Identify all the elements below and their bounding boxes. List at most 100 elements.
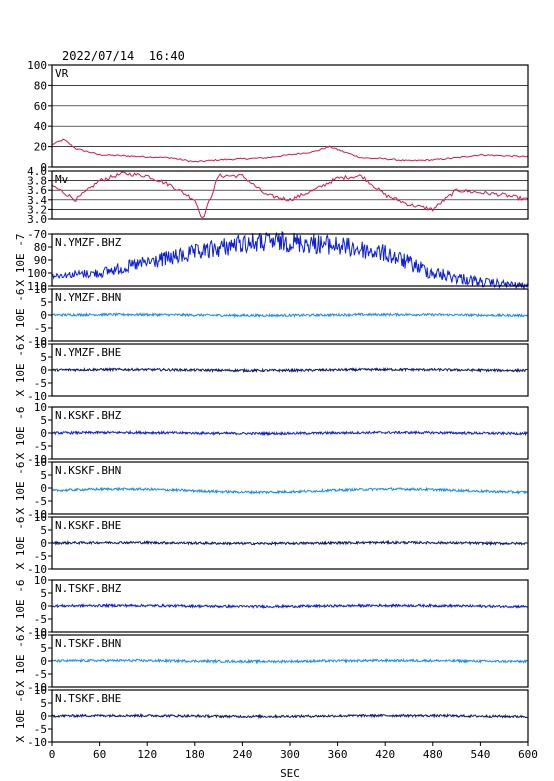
y-tick-label: 5 <box>40 469 47 482</box>
y-tick-label: 3.6 <box>27 184 47 197</box>
y-tick-label: 40 <box>34 120 47 133</box>
channel-label: N.TSKF.BHE <box>55 692 121 705</box>
y-tick-label: -5 <box>34 668 47 681</box>
channel-label: N.YMZF.BHN <box>55 291 121 304</box>
y-tick-label: -10 <box>27 626 47 639</box>
y-tick-label: 10 <box>34 283 47 296</box>
y-tick-label: 10 <box>34 511 47 524</box>
y-tick-label: 80 <box>34 241 47 254</box>
y-tick-label: 5 <box>40 351 47 364</box>
y-tick-label: 0 <box>40 309 47 322</box>
unit-label: X 10E -6 <box>14 344 27 397</box>
x-tick-label: 360 <box>328 748 348 761</box>
trace-n-kskf-bhe <box>51 539 528 547</box>
y-tick-label: 10 <box>34 684 47 697</box>
y-tick-label: -5 <box>34 377 47 390</box>
channel-label: VR <box>55 67 69 80</box>
x-tick-label: 60 <box>93 748 106 761</box>
y-tick-label: 10 <box>34 456 47 469</box>
y-tick-label: 10 <box>34 629 47 642</box>
y-tick-label: 0 <box>40 364 47 377</box>
x-tick-label: 420 <box>375 748 395 761</box>
y-tick-label: -5 <box>34 440 47 453</box>
y-tick-label: -5 <box>34 613 47 626</box>
y-tick-label: -5 <box>34 723 47 736</box>
panel-frame <box>51 64 529 168</box>
y-tick-label: 0 <box>40 710 47 723</box>
unit-label: X 10E -6 <box>14 289 27 342</box>
y-tick-label: 3.4 <box>27 194 47 207</box>
y-tick-label: -10 <box>27 453 47 466</box>
y-tick-label: 4.0 <box>27 165 47 178</box>
y-tick-label: -5 <box>34 495 47 508</box>
y-tick-label: 0 <box>40 482 47 495</box>
y-tick-label: 100 <box>27 267 47 280</box>
trace-n-ymzf-bhe <box>51 367 528 374</box>
y-tick-label: 5 <box>40 524 47 537</box>
y-tick-label: 5 <box>40 587 47 600</box>
trace-vr <box>51 138 529 163</box>
unit-label: X 10E -6 <box>14 690 27 743</box>
x-tick-label: 180 <box>185 748 205 761</box>
channel-label: N.TSKF.BHZ <box>55 582 122 595</box>
y-tick-label: -10 <box>27 736 47 749</box>
x-tick-label: 240 <box>232 748 252 761</box>
y-tick-label: 3.8 <box>27 175 47 188</box>
y-tick-label: -10 <box>27 508 47 521</box>
unit-label: X 10E -7 <box>14 234 27 287</box>
y-tick-label: -10 <box>27 563 47 576</box>
y-tick-label: 5 <box>40 642 47 655</box>
y-tick-label: -10 <box>27 390 47 403</box>
x-tick-label: 540 <box>470 748 490 761</box>
channel-label: Mv <box>55 173 69 186</box>
y-tick-label: 10 <box>34 338 47 351</box>
x-tick-label: 300 <box>280 748 300 761</box>
y-tick-label: 5 <box>40 697 47 710</box>
y-tick-label: 0 <box>40 600 47 613</box>
x-tick-label: 120 <box>137 748 157 761</box>
trace-n-tskf-bhe <box>51 712 528 720</box>
y-tick-label: -70 <box>27 228 47 241</box>
y-tick-label: -10 <box>27 335 47 348</box>
y-tick-label: 60 <box>34 100 47 113</box>
channel-label: N.YMZF.BHZ <box>55 236 122 249</box>
trace-n-tskf-bhz <box>51 602 528 609</box>
y-tick-label: -5 <box>34 550 47 563</box>
unit-label: X 10E -6 <box>14 580 27 633</box>
y-tick-label: 5 <box>40 296 47 309</box>
y-tick-label: 10 <box>34 574 47 587</box>
unit-label: X 10E -6 <box>14 517 27 570</box>
unit-label: X 10E -6 <box>14 407 27 460</box>
y-tick-label: 100 <box>27 59 47 72</box>
x-tick-label: 600 <box>518 748 538 761</box>
y-tick-label: 80 <box>34 79 47 92</box>
unit-label: X 10E -6 <box>14 462 27 515</box>
panel-frame <box>51 233 529 287</box>
y-tick-label: 20 <box>34 141 47 154</box>
y-tick-label: 90 <box>34 254 47 267</box>
y-tick-label: 110 <box>27 280 47 293</box>
channel-label: N.KSKF.BHE <box>55 519 121 532</box>
y-tick-label: 3.2 <box>27 203 47 216</box>
x-tick-label: 480 <box>423 748 443 761</box>
timestamp-label: 2022/07/14 16:40 <box>62 49 185 63</box>
channel-label: N.KSKF.BHN <box>55 464 121 477</box>
unit-label: X 10E -6 <box>14 635 27 688</box>
y-tick-label: 5 <box>40 414 47 427</box>
trace-n-ymzf-bhn <box>51 311 528 319</box>
y-tick-label: 10 <box>34 401 47 414</box>
y-tick-label: 3.0 <box>27 213 47 226</box>
y-tick-label: 0 <box>40 427 47 440</box>
trace-n-kskf-bhn <box>51 486 528 495</box>
trace-mv <box>51 171 529 219</box>
trace-n-kskf-bhz <box>51 429 528 437</box>
channel-label: N.KSKF.BHZ <box>55 409 122 422</box>
y-tick-label: 0 <box>40 655 47 668</box>
x-tick-label: 0 <box>49 748 56 761</box>
trace-n-ymzf-bhz <box>51 230 529 291</box>
trace-n-tskf-bhn <box>51 657 528 665</box>
y-tick-label: 0 <box>40 161 47 174</box>
y-tick-label: -5 <box>34 322 47 335</box>
channel-label: N.TSKF.BHN <box>55 637 121 650</box>
